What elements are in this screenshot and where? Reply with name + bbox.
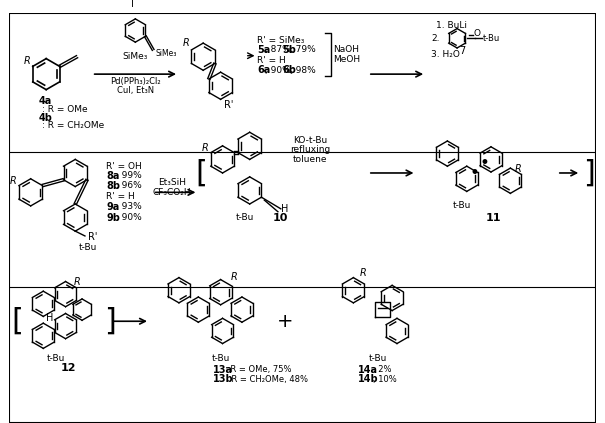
Text: 2.: 2.	[431, 34, 439, 43]
Text: , 90%: , 90%	[116, 213, 142, 222]
Text: , 90%;: , 90%;	[265, 66, 296, 75]
Text: t-Bu: t-Bu	[47, 354, 65, 363]
Text: 5a: 5a	[258, 45, 270, 55]
Text: , 10%: , 10%	[373, 375, 396, 384]
Text: •: •	[479, 154, 489, 172]
Text: , 2%: , 2%	[373, 365, 391, 374]
Text: +: +	[277, 312, 294, 331]
Text: •: •	[469, 164, 479, 182]
Text: t-Bu: t-Bu	[483, 34, 500, 43]
Text: R' = SiMe₃: R' = SiMe₃	[258, 36, 305, 45]
Text: Pd(PPh₃)₂Cl₂: Pd(PPh₃)₂Cl₂	[110, 77, 161, 86]
Text: ]: ]	[583, 159, 595, 187]
Text: R': R'	[88, 232, 97, 242]
Text: 3. H₂O: 3. H₂O	[431, 50, 460, 59]
Text: t-Bu: t-Bu	[236, 213, 254, 222]
Text: R' = H: R' = H	[258, 56, 286, 65]
Text: R' = OH: R' = OH	[106, 162, 142, 171]
Text: O: O	[474, 29, 480, 38]
Text: 9b: 9b	[106, 212, 120, 222]
Text: R: R	[24, 55, 30, 66]
Text: , 98%: , 98%	[290, 66, 316, 75]
Text: [: [	[11, 307, 23, 336]
Text: , 87%;: , 87%;	[265, 45, 296, 55]
Text: SiMe₃: SiMe₃	[123, 52, 148, 61]
Text: , 99%: , 99%	[116, 171, 142, 180]
Text: R': R'	[224, 100, 233, 110]
Text: 10: 10	[273, 212, 289, 222]
Text: : R = CH₂OMe: : R = CH₂OMe	[42, 121, 105, 130]
Text: t-Bu: t-Bu	[79, 243, 97, 252]
Text: , 93%: , 93%	[116, 202, 142, 212]
Text: R: R	[231, 272, 238, 282]
Text: 12: 12	[60, 363, 76, 373]
Text: MeOH: MeOH	[333, 55, 360, 64]
Text: t-Bu: t-Bu	[368, 354, 387, 363]
Text: R: R	[201, 143, 209, 153]
Text: 5b: 5b	[283, 45, 296, 55]
Text: R: R	[182, 38, 189, 48]
Text: 7: 7	[459, 46, 465, 56]
Text: : R = OMe: : R = OMe	[42, 104, 88, 113]
Text: 8a: 8a	[106, 171, 120, 181]
Text: , 96%: , 96%	[116, 181, 142, 190]
Text: 9a: 9a	[106, 202, 120, 212]
Text: 14b: 14b	[358, 374, 379, 385]
Text: t-Bu: t-Bu	[453, 201, 471, 210]
Text: [: [	[195, 159, 207, 187]
Text: 4a: 4a	[39, 96, 51, 106]
Text: R: R	[515, 164, 522, 174]
Text: 6b: 6b	[283, 65, 296, 75]
Text: : R = OMe, 75%: : R = OMe, 75%	[226, 365, 292, 374]
Text: R' = H: R' = H	[106, 192, 135, 201]
Text: 11: 11	[486, 212, 502, 222]
Text: R: R	[74, 277, 80, 288]
Text: refluxing: refluxing	[290, 145, 330, 154]
Text: 13a: 13a	[213, 365, 233, 375]
Text: H: H	[281, 204, 289, 214]
Text: 4b: 4b	[39, 113, 52, 123]
Text: R: R	[10, 176, 16, 186]
Text: toluene: toluene	[293, 155, 327, 164]
Text: 13b: 13b	[213, 374, 234, 385]
Text: Et₃SiH: Et₃SiH	[158, 178, 186, 187]
Text: NaOH: NaOH	[333, 45, 359, 55]
Text: CuI, Et₃N: CuI, Et₃N	[117, 86, 154, 95]
Text: 14a: 14a	[358, 365, 378, 375]
Text: 6a: 6a	[258, 65, 270, 75]
Text: SiMe₃: SiMe₃	[155, 49, 177, 58]
Text: : R = CH₂OMe, 48%: : R = CH₂OMe, 48%	[226, 375, 309, 384]
Text: I: I	[131, 0, 134, 9]
Text: R: R	[360, 268, 367, 278]
Text: ]: ]	[104, 307, 116, 336]
Text: CF₃CO₂H: CF₃CO₂H	[153, 188, 191, 197]
Text: 8b: 8b	[106, 181, 120, 191]
Text: 1. BuLi: 1. BuLi	[436, 21, 466, 30]
Text: t-Bu: t-Bu	[211, 354, 230, 363]
Text: , 79%: , 79%	[290, 45, 316, 55]
Text: KO-t-Bu: KO-t-Bu	[293, 135, 327, 145]
Text: H: H	[47, 313, 54, 323]
